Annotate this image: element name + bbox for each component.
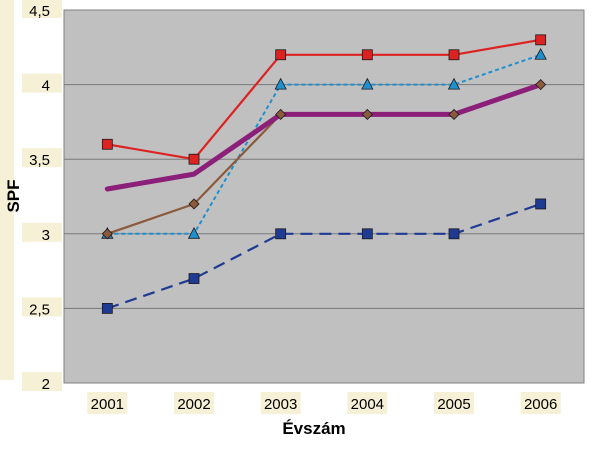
y-tick-label: 4 <box>42 78 50 95</box>
y-tick-label-background <box>22 222 62 242</box>
x-tick-label: 2004 <box>351 396 384 413</box>
data-point <box>535 79 547 91</box>
data-point <box>361 108 373 121</box>
data-point <box>188 198 200 210</box>
y-tick-label: 3,5 <box>29 152 50 169</box>
y-axis-title: SPF <box>4 179 23 212</box>
data-point <box>275 108 287 121</box>
x-tick-label-background <box>434 392 474 414</box>
x-tick-label-background <box>347 392 388 414</box>
data-point <box>361 228 373 240</box>
data-point <box>275 228 287 240</box>
series-group <box>104 38 544 310</box>
plot-area <box>63 9 585 384</box>
series-line-1 <box>106 38 542 161</box>
data-point <box>535 34 547 46</box>
data-point <box>187 226 201 239</box>
y-tick-label-background <box>22 0 62 18</box>
data-point <box>447 77 461 90</box>
data-point <box>448 108 460 121</box>
y-axis-ticks: 2 2,5 3 3,5 4 4,5 <box>22 0 62 393</box>
y-tick-label: 2,5 <box>29 301 50 318</box>
marker-group <box>101 34 547 314</box>
data-point <box>534 47 547 60</box>
data-point <box>101 228 113 240</box>
series-line-2 <box>107 53 542 235</box>
series-line-5 <box>106 202 542 310</box>
data-point <box>448 49 460 61</box>
y-tick-label-background <box>22 372 62 391</box>
y-tick-label-background <box>22 148 62 168</box>
x-tick-label-background <box>87 392 128 414</box>
x-tick-label: 2005 <box>437 396 470 413</box>
data-point <box>101 302 113 314</box>
y-tick-label: 3 <box>42 227 50 244</box>
data-point <box>361 49 373 61</box>
data-point <box>188 273 200 284</box>
data-point <box>535 198 547 210</box>
data-point <box>275 49 287 61</box>
data-point <box>274 77 287 90</box>
y-tick-label: 2 <box>42 376 50 393</box>
x-tick-label-background <box>520 392 561 414</box>
x-tick-label: 2006 <box>524 396 557 413</box>
y-tick-label-background <box>22 297 62 317</box>
x-tick-label: 2002 <box>177 396 210 413</box>
data-point <box>188 153 200 165</box>
x-axis-ticks: 2001 2002 2003 2004 2005 2006 <box>87 392 561 414</box>
data-point <box>448 228 460 240</box>
x-tick-label: 2001 <box>91 396 124 413</box>
x-tick-label-background <box>174 392 214 414</box>
x-axis-title: Évszám <box>282 419 345 438</box>
x-tick-label-background <box>260 392 301 414</box>
series-line-4 <box>104 82 544 192</box>
x-tick-label: 2003 <box>264 396 297 413</box>
left-panel-strip <box>0 0 14 380</box>
y-tick-label: 4,5 <box>29 3 50 20</box>
data-point <box>361 77 374 90</box>
y-tick-label-background <box>22 73 62 93</box>
data-point <box>101 138 113 150</box>
